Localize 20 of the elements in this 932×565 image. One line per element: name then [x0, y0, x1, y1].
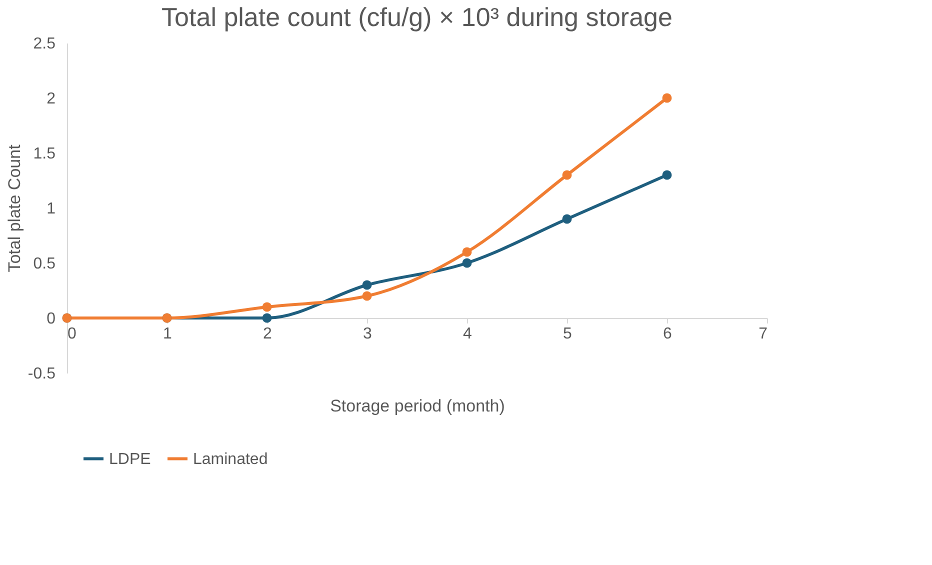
y-tick-label: 0.5: [33, 256, 56, 272]
x-tick-label: 1: [163, 326, 172, 342]
x-tick-label: 3: [363, 326, 372, 342]
legend-label: LDPE: [109, 450, 151, 468]
legend-label: Laminated: [193, 450, 268, 468]
x-tick-label: 5: [563, 326, 572, 342]
y-tick-label: 1: [46, 200, 56, 218]
x-tick-label: 2: [263, 326, 272, 342]
x-tick-label: 4: [463, 326, 472, 342]
x-tick-label: 0: [68, 326, 76, 342]
y-tick-label: 2.5: [33, 36, 56, 52]
chart-title: Total plate count (cfu/g) × 10³ during storage: [162, 2, 672, 32]
y-tick-label: 1.5: [33, 146, 56, 162]
y-axis-title: Total plate Count: [4, 144, 24, 272]
x-tick-label: 6: [663, 326, 672, 342]
y-tick-label: 2: [46, 90, 56, 108]
y-tick-label: -0.5: [28, 366, 56, 382]
y-tick-label: 0: [46, 310, 56, 328]
x-axis-title: Storage period (month): [330, 396, 505, 416]
x-tick-label: 7: [758, 326, 768, 342]
